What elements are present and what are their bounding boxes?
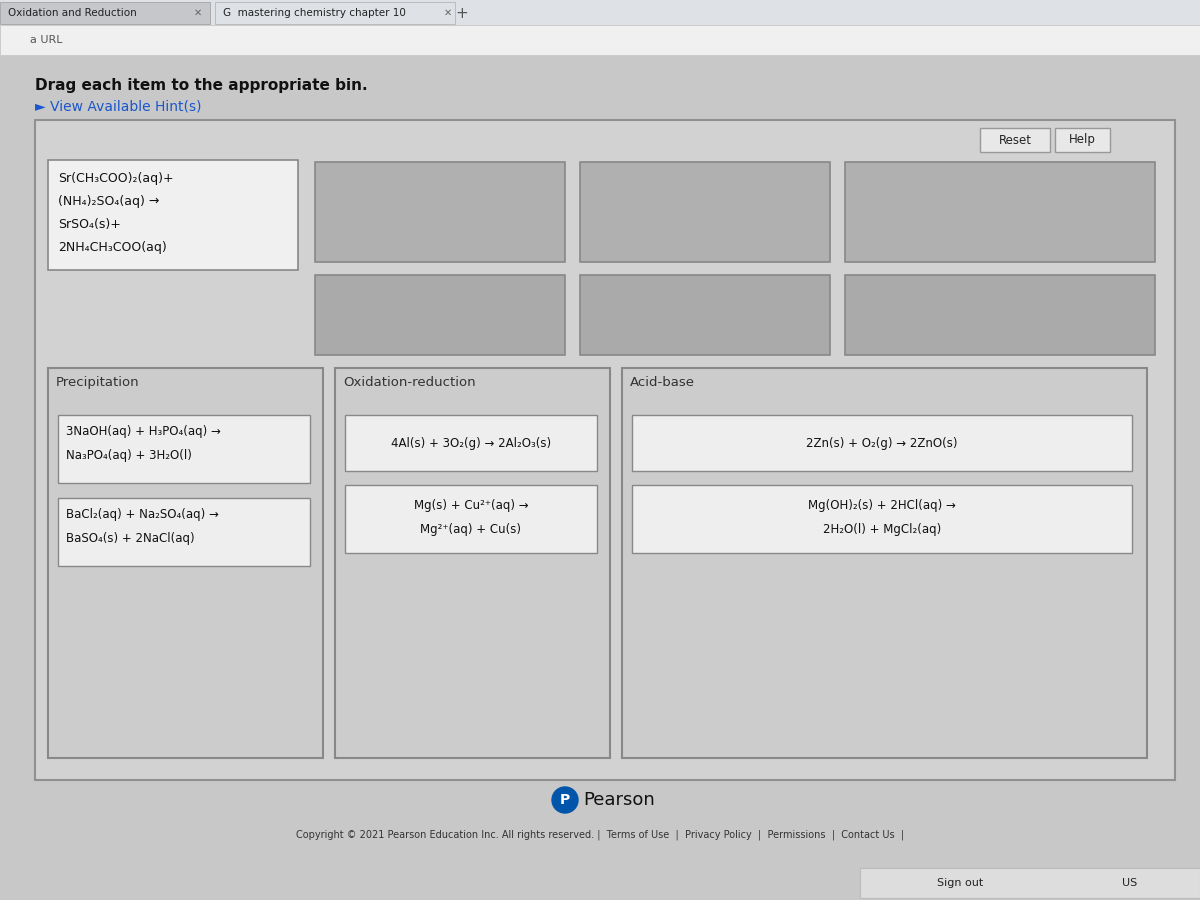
Text: (NH₄)₂SO₄(aq) →: (NH₄)₂SO₄(aq) → [58,195,160,208]
Bar [632,415,1132,471]
Text: 4Al(s) + 3O₂(g) → 2Al₂O₃(s): 4Al(s) + 3O₂(g) → 2Al₂O₃(s) [391,436,551,449]
Text: BaSO₄(s) + 2NaCl(aq): BaSO₄(s) + 2NaCl(aq) [66,532,194,545]
Bar [314,162,565,262]
Text: ✕: ✕ [444,8,452,18]
Bar [622,368,1147,758]
Text: Acid-base: Acid-base [630,376,695,389]
Text: +: + [456,5,468,21]
Text: Drag each item to the appropriate bin.: Drag each item to the appropriate bin. [35,78,367,93]
Text: 2Zn(s) + O₂(g) → 2ZnO(s): 2Zn(s) + O₂(g) → 2ZnO(s) [806,436,958,449]
Text: Sr(CH₃COO)₂(aq)+: Sr(CH₃COO)₂(aq)+ [58,172,174,185]
Text: G  mastering chemistry chapter 10: G mastering chemistry chapter 10 [223,8,406,18]
Bar [860,868,1200,898]
Bar [0,0,1200,25]
Text: SrSO₄(s)+: SrSO₄(s)+ [58,218,121,231]
Bar [632,485,1132,553]
Bar [35,120,1175,780]
Text: ► View Available Hint(s): ► View Available Hint(s) [35,100,202,114]
Bar [335,368,610,758]
Bar [845,162,1154,262]
Text: P: P [560,793,570,807]
Text: Oxidation-reduction: Oxidation-reduction [343,376,475,389]
Bar [845,275,1154,355]
Bar [58,498,310,566]
Text: Na₃PO₄(aq) + 3H₂O(l): Na₃PO₄(aq) + 3H₂O(l) [66,449,192,462]
Bar [58,415,310,483]
Text: Reset: Reset [998,133,1032,147]
Bar [346,415,598,471]
Bar [0,2,210,24]
Bar [580,275,830,355]
Text: BaCl₂(aq) + Na₂SO₄(aq) →: BaCl₂(aq) + Na₂SO₄(aq) → [66,508,218,521]
Text: US: US [1122,878,1138,888]
Text: Copyright © 2021 Pearson Education Inc. All rights reserved. |  Terms of Use  | : Copyright © 2021 Pearson Education Inc. … [296,830,904,841]
Bar [346,485,598,553]
Text: a URL: a URL [30,35,62,45]
Circle shape [552,787,578,813]
Text: Help: Help [1068,133,1096,147]
Text: ✕: ✕ [194,8,202,18]
Text: 2NH₄CH₃COO(aq): 2NH₄CH₃COO(aq) [58,241,167,254]
Bar [1055,128,1110,152]
Text: Precipitation: Precipitation [56,376,139,389]
Text: Sign out: Sign out [937,878,983,888]
Text: Pearson: Pearson [583,791,655,809]
Bar [314,275,565,355]
Text: Mg(OH)₂(s) + 2HCl(aq) →: Mg(OH)₂(s) + 2HCl(aq) → [808,499,956,512]
Bar [580,162,830,262]
Text: Oxidation and Reduction: Oxidation and Reduction [8,8,137,18]
Text: Mg²⁺(aq) + Cu(s): Mg²⁺(aq) + Cu(s) [420,523,522,536]
Bar [215,2,455,24]
Text: 2H₂O(l) + MgCl₂(aq): 2H₂O(l) + MgCl₂(aq) [823,523,941,536]
Bar [0,25,1200,55]
Bar [48,160,298,270]
Text: Mg(s) + Cu²⁺(aq) →: Mg(s) + Cu²⁺(aq) → [414,499,528,512]
Bar [980,128,1050,152]
Bar [48,368,323,758]
Text: 3NaOH(aq) + H₃PO₄(aq) →: 3NaOH(aq) + H₃PO₄(aq) → [66,425,221,438]
